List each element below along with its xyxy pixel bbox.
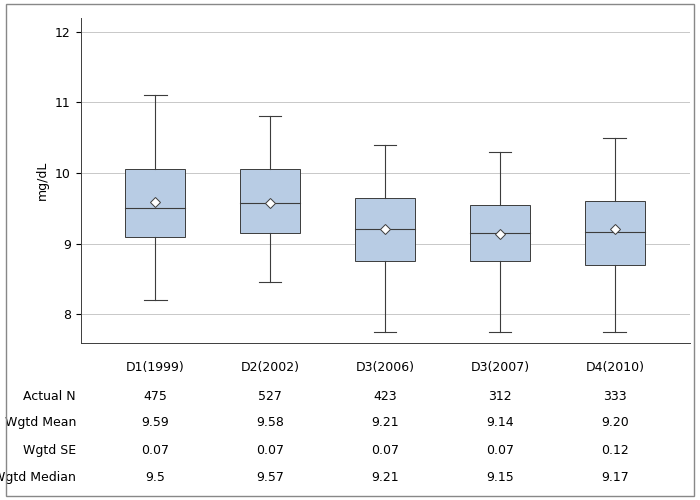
Text: 333: 333 <box>603 390 627 403</box>
Text: 9.59: 9.59 <box>141 416 169 429</box>
Text: 9.17: 9.17 <box>601 471 629 484</box>
Text: D3(2007): D3(2007) <box>470 361 529 374</box>
Text: Actual N: Actual N <box>23 390 76 403</box>
Text: 0.07: 0.07 <box>141 444 169 456</box>
Text: 9.21: 9.21 <box>371 471 399 484</box>
Text: Wgtd Median: Wgtd Median <box>0 471 76 484</box>
Text: 9.58: 9.58 <box>256 416 284 429</box>
Bar <box>585 201 645 265</box>
Bar <box>240 170 300 233</box>
Text: 9.15: 9.15 <box>486 471 514 484</box>
Text: 9.21: 9.21 <box>371 416 399 429</box>
Text: 9.14: 9.14 <box>486 416 514 429</box>
Text: 9.5: 9.5 <box>146 471 165 484</box>
Text: Wgtd Mean: Wgtd Mean <box>5 416 76 429</box>
Text: 423: 423 <box>373 390 397 403</box>
Bar <box>125 170 185 236</box>
Bar <box>470 204 530 261</box>
Text: 9.57: 9.57 <box>256 471 284 484</box>
Text: 0.12: 0.12 <box>601 444 629 456</box>
Text: D2(2002): D2(2002) <box>241 361 300 374</box>
Text: 0.07: 0.07 <box>371 444 399 456</box>
Text: D1(1999): D1(1999) <box>126 361 185 374</box>
Text: D3(2006): D3(2006) <box>356 361 414 374</box>
Text: 0.07: 0.07 <box>256 444 284 456</box>
Text: 475: 475 <box>144 390 167 403</box>
Text: 0.07: 0.07 <box>486 444 514 456</box>
Text: D4(2010): D4(2010) <box>585 361 644 374</box>
Text: 312: 312 <box>488 390 512 403</box>
Text: Wgtd SE: Wgtd SE <box>23 444 76 456</box>
Text: 527: 527 <box>258 390 282 403</box>
Y-axis label: mg/dL: mg/dL <box>36 160 49 200</box>
Bar <box>355 198 415 261</box>
Text: 9.20: 9.20 <box>601 416 629 429</box>
